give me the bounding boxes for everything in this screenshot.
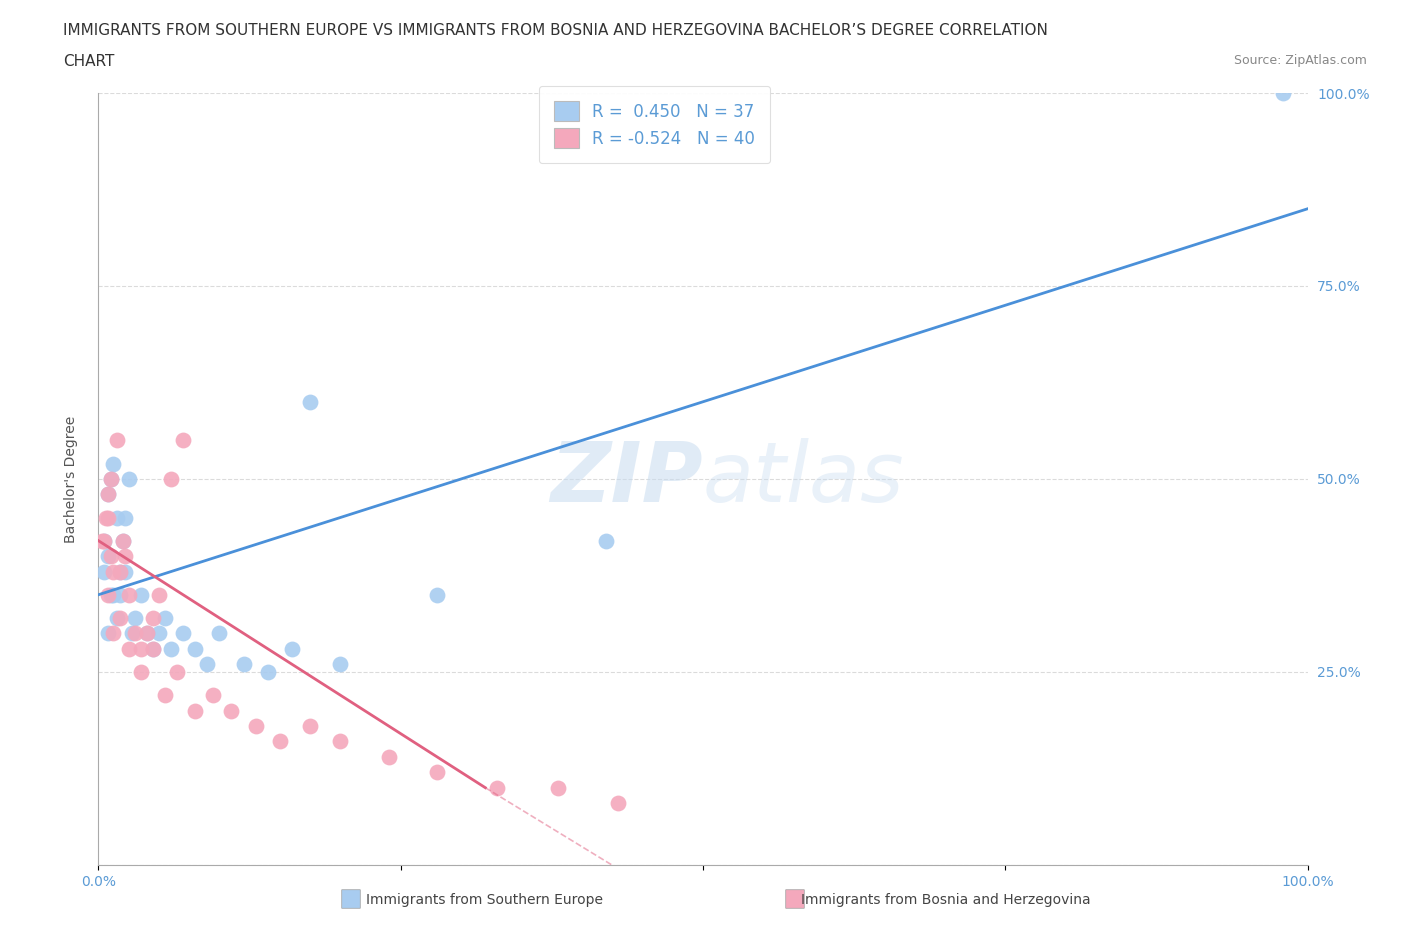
Text: Source: ZipAtlas.com: Source: ZipAtlas.com: [1233, 54, 1367, 67]
Point: [118, 472, 141, 486]
Point: [114, 549, 136, 564]
Point: [377, 750, 399, 764]
FancyBboxPatch shape: [786, 890, 804, 909]
Point: [142, 610, 165, 625]
Point: [299, 719, 322, 734]
Point: [97, 487, 120, 502]
Point: [97, 626, 120, 641]
Point: [118, 588, 141, 603]
Point: [94, 510, 117, 525]
Point: [118, 642, 141, 657]
Point: [100, 472, 122, 486]
Point: [607, 796, 630, 811]
Point: [299, 394, 322, 409]
Point: [221, 703, 243, 718]
Point: [184, 642, 207, 657]
Point: [101, 565, 124, 579]
Point: [108, 610, 131, 625]
Point: [142, 642, 165, 657]
Point: [105, 610, 128, 625]
Point: [97, 510, 120, 525]
Point: [329, 734, 352, 749]
Text: Immigrants from Bosnia and Herzegovina: Immigrants from Bosnia and Herzegovina: [801, 893, 1091, 907]
Text: CHART: CHART: [63, 54, 115, 69]
Point: [105, 433, 128, 448]
Point: [105, 510, 128, 525]
Point: [148, 626, 170, 641]
Text: atlas: atlas: [703, 438, 904, 520]
Point: [269, 734, 291, 749]
Point: [101, 588, 124, 603]
Point: [135, 626, 157, 641]
Point: [100, 588, 122, 603]
Point: [486, 780, 509, 795]
Point: [91, 533, 114, 548]
Point: [114, 510, 136, 525]
Point: [97, 549, 120, 564]
Point: [111, 533, 134, 548]
Y-axis label: Bachelor's Degree: Bachelor's Degree: [63, 416, 77, 542]
Point: [160, 472, 183, 486]
Point: [166, 665, 188, 680]
Point: [101, 456, 124, 471]
Point: [153, 687, 176, 702]
Point: [256, 665, 278, 680]
Point: [121, 626, 143, 641]
Point: [245, 719, 267, 734]
Point: [129, 665, 152, 680]
Point: [97, 487, 120, 502]
Point: [135, 626, 157, 641]
Point: [114, 565, 136, 579]
Point: [108, 565, 131, 579]
Point: [153, 610, 176, 625]
Point: [101, 626, 124, 641]
Point: [100, 549, 122, 564]
Point: [93, 565, 115, 579]
Point: [184, 703, 207, 718]
Point: [426, 764, 449, 779]
Point: [124, 610, 146, 625]
Point: [195, 657, 218, 671]
Point: [93, 533, 115, 548]
Text: Immigrants from Southern Europe: Immigrants from Southern Europe: [366, 893, 603, 907]
Point: [208, 626, 231, 641]
Point: [160, 642, 183, 657]
Point: [547, 780, 569, 795]
Point: [93, 533, 115, 548]
Point: [1272, 86, 1295, 100]
Point: [108, 565, 131, 579]
Point: [172, 626, 194, 641]
Legend: R =  0.450   N = 37, R = -0.524   N = 40: R = 0.450 N = 37, R = -0.524 N = 40: [538, 86, 770, 164]
Point: [100, 472, 122, 486]
Point: [142, 642, 165, 657]
Point: [595, 533, 617, 548]
Point: [329, 657, 352, 671]
Point: [232, 657, 254, 671]
Point: [108, 588, 131, 603]
Point: [172, 433, 194, 448]
Point: [281, 642, 304, 657]
Point: [202, 687, 225, 702]
Point: [111, 533, 134, 548]
Point: [129, 642, 152, 657]
Point: [97, 588, 120, 603]
Point: [426, 588, 449, 603]
Text: IMMIGRANTS FROM SOUTHERN EUROPE VS IMMIGRANTS FROM BOSNIA AND HERZEGOVINA BACHEL: IMMIGRANTS FROM SOUTHERN EUROPE VS IMMIG…: [63, 23, 1047, 38]
FancyBboxPatch shape: [342, 890, 360, 909]
Point: [148, 588, 170, 603]
Point: [129, 588, 152, 603]
Text: ZIP: ZIP: [550, 438, 703, 520]
Point: [124, 626, 146, 641]
